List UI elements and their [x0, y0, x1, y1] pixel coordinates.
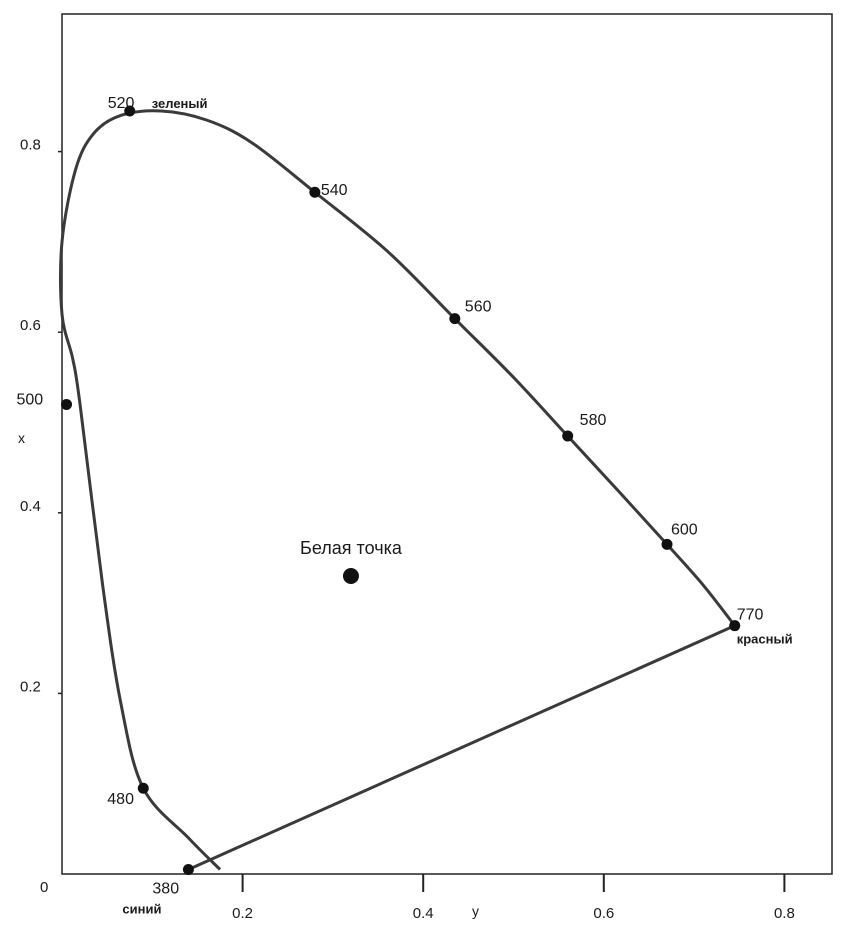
color-name-label-520: зеленый [152, 96, 208, 111]
wavelength-point-500 [61, 398, 73, 410]
plot-frame [61, 13, 833, 875]
chart-frame [61, 13, 833, 875]
wavelength-label-540: 540 [321, 182, 348, 199]
white-point-label: Белая точка [300, 538, 403, 558]
wavelength-label-380: 380 [152, 880, 179, 897]
wavelength-label-580: 580 [580, 412, 607, 429]
wavelength-point-600 [661, 538, 673, 550]
x-tick-label: 0.8 [774, 905, 795, 922]
y-tick-label: 0.4 [20, 498, 41, 515]
x-tick-label: 0.2 [232, 905, 253, 922]
white-point-marker [342, 568, 359, 585]
color-name-label-380: синий [122, 901, 161, 916]
wavelength-point-480 [137, 782, 149, 794]
chart-curves [58, 109, 736, 871]
x-tick-label: 0.6 [593, 905, 614, 922]
wavelength-label-560: 560 [465, 299, 492, 316]
y-axis-label: x [18, 430, 25, 446]
wavelength-point-520 [124, 105, 136, 117]
wavelength-point-540 [309, 186, 321, 198]
wavelength-label-480: 480 [107, 791, 134, 808]
wavelength-label-770: 770 [737, 607, 764, 624]
wavelength-label-520: 520 [108, 95, 135, 112]
origin-label: 0 [40, 879, 48, 896]
y-tick-label: 0.2 [20, 678, 41, 695]
wavelength-label-600: 600 [671, 521, 698, 538]
wavelength-point-560 [449, 313, 461, 325]
wavelength-labels: 520 зеленый 540 560 580 600 770 красный 500 480 38… [17, 95, 793, 917]
wavelength-point-580 [562, 430, 574, 442]
wavelength-label-500: 500 [17, 391, 44, 408]
purple-line [187, 624, 736, 871]
axis-ticks [58, 150, 786, 892]
axis-tick-labels: 0.2 0.4 0.6 0.8 0.2 0.4 0.6 0.8 [20, 137, 795, 922]
y-tick-label: 0.8 [20, 137, 41, 154]
wavelength-points [61, 105, 741, 875]
x-tick-label: 0.4 [413, 905, 434, 922]
y-tick-label: 0.6 [20, 317, 41, 334]
spectral-locus-curve [58, 109, 736, 871]
color-name-label-770: красный [737, 632, 793, 647]
wavelength-point-770 [729, 620, 741, 632]
wavelength-point-380 [182, 863, 194, 875]
x-axis-label: y [472, 903, 479, 919]
